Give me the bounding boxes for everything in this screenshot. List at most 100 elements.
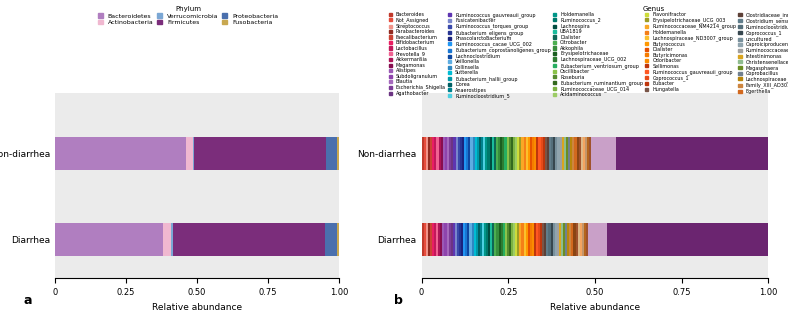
Bar: [459, 223, 461, 256]
Bar: [448, 223, 451, 256]
Bar: [538, 223, 540, 256]
Bar: [447, 137, 449, 170]
Bar: [522, 137, 523, 170]
Bar: [482, 223, 484, 256]
Bar: [507, 137, 508, 170]
Bar: [479, 137, 481, 170]
Bar: [515, 137, 517, 170]
Bar: [193, 137, 194, 170]
Bar: [55, 137, 186, 170]
Bar: [548, 223, 551, 256]
Bar: [464, 137, 466, 170]
Bar: [536, 223, 538, 256]
Bar: [463, 223, 465, 256]
Bar: [430, 137, 432, 170]
Bar: [461, 223, 463, 256]
Bar: [511, 137, 513, 170]
Bar: [513, 223, 515, 256]
Bar: [326, 137, 337, 170]
Bar: [490, 223, 492, 256]
Bar: [586, 223, 588, 256]
Bar: [466, 137, 468, 170]
Bar: [532, 223, 534, 256]
Bar: [474, 223, 476, 256]
Bar: [486, 223, 488, 256]
Bar: [453, 223, 455, 256]
Bar: [504, 137, 507, 170]
Bar: [496, 223, 499, 256]
Text: b: b: [394, 294, 403, 307]
Bar: [457, 223, 459, 256]
Bar: [494, 137, 496, 170]
Bar: [424, 137, 426, 170]
Bar: [587, 137, 589, 170]
Bar: [571, 223, 574, 256]
Bar: [476, 223, 478, 256]
Bar: [474, 137, 477, 170]
Bar: [542, 223, 545, 256]
Bar: [434, 223, 436, 256]
Bar: [508, 137, 511, 170]
Bar: [172, 223, 173, 256]
Bar: [569, 223, 571, 256]
Bar: [559, 137, 562, 170]
Bar: [557, 223, 559, 256]
Bar: [452, 137, 453, 170]
Bar: [194, 137, 326, 170]
Bar: [615, 137, 768, 170]
Bar: [488, 137, 489, 170]
Bar: [470, 137, 473, 170]
Bar: [523, 137, 526, 170]
Bar: [541, 137, 543, 170]
Bar: [458, 137, 460, 170]
Bar: [592, 137, 615, 170]
Bar: [480, 223, 482, 256]
Bar: [551, 223, 552, 256]
Bar: [467, 223, 470, 256]
Bar: [424, 223, 426, 256]
Bar: [492, 137, 494, 170]
Bar: [519, 223, 522, 256]
Bar: [575, 223, 578, 256]
Bar: [540, 223, 542, 256]
Bar: [568, 137, 571, 170]
X-axis label: Relative abundance: Relative abundance: [550, 303, 640, 312]
Bar: [500, 223, 503, 256]
Bar: [588, 223, 607, 256]
Bar: [537, 137, 538, 170]
Bar: [564, 137, 566, 170]
Bar: [580, 223, 582, 256]
Bar: [489, 137, 492, 170]
Bar: [337, 223, 339, 256]
Bar: [583, 137, 585, 170]
Bar: [522, 223, 523, 256]
Bar: [442, 223, 444, 256]
Bar: [511, 223, 513, 256]
Bar: [507, 223, 509, 256]
Bar: [447, 223, 448, 256]
Bar: [574, 137, 577, 170]
Bar: [440, 137, 443, 170]
Bar: [559, 223, 561, 256]
Bar: [545, 223, 546, 256]
Bar: [436, 223, 438, 256]
Bar: [551, 137, 553, 170]
Bar: [513, 137, 515, 170]
Bar: [483, 137, 485, 170]
Bar: [325, 223, 337, 256]
Bar: [532, 137, 534, 170]
Bar: [426, 223, 428, 256]
Bar: [528, 137, 530, 170]
Bar: [584, 223, 586, 256]
Bar: [563, 223, 565, 256]
Bar: [553, 137, 556, 170]
Bar: [534, 137, 537, 170]
Bar: [571, 137, 572, 170]
Bar: [552, 223, 555, 256]
Bar: [561, 223, 563, 256]
Bar: [439, 137, 440, 170]
Bar: [547, 137, 549, 170]
Bar: [422, 137, 424, 170]
Bar: [163, 223, 172, 256]
Bar: [582, 223, 584, 256]
